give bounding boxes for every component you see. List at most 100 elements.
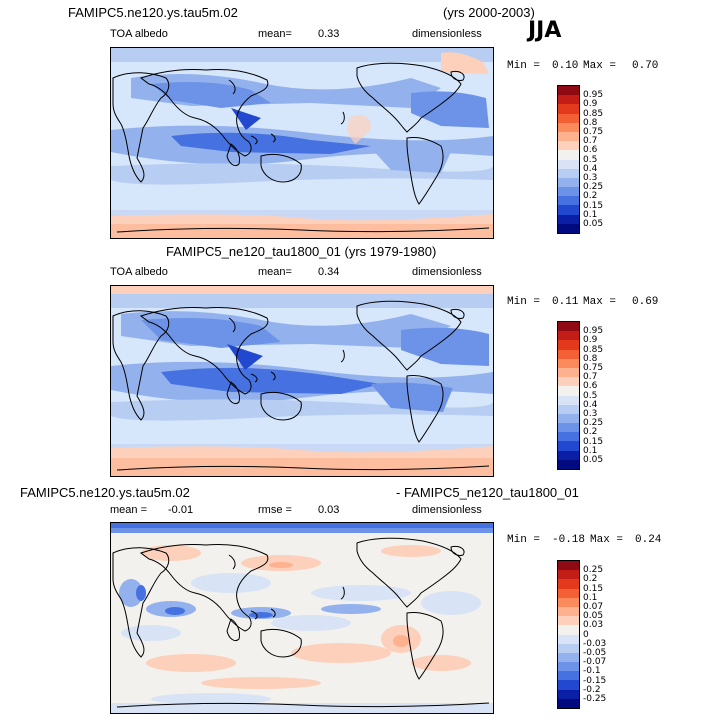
colorbar-tick-label: 0.75 [583, 127, 604, 137]
colorbar-segment [558, 662, 579, 672]
panel-3-min-value: -0.18 [552, 534, 586, 546]
panel-3-title: FAMIPC5.ne120.ys.tau5m.02 [20, 485, 190, 500]
colorbar-tick-label: 0.2 [583, 191, 598, 202]
colorbar-segment [558, 680, 579, 690]
colorbar-tick-label: 0.75 [583, 363, 604, 373]
colorbar-segment [558, 159, 579, 169]
colorbar-segment [558, 349, 579, 359]
colorbar-tick-label: 0.15 [583, 200, 604, 211]
colorbar-segment [558, 652, 579, 663]
colorbar-segment [558, 223, 579, 233]
panel-2-title: FAMIPC5_ne120_tau1800_01 (yrs 1979-1980) [166, 244, 437, 259]
colorbar-segment [558, 104, 579, 114]
colorbar-tick-label: 0.4 [583, 399, 598, 410]
panel-2-mean-value: 0.34 [318, 266, 340, 278]
colorbar-tick-label: 0.03 [583, 620, 604, 631]
colorbar-tick-label: 0.25 [583, 182, 604, 193]
panel-3-colorbar [557, 560, 580, 709]
colorbar-tick-label: 0.4 [583, 163, 598, 174]
colorbar-tick-label: 0.7 [583, 372, 598, 383]
colorbar-segment [558, 404, 579, 414]
panel-1-units: dimensionless [412, 28, 482, 40]
colorbar-tick-label: 0.2 [583, 427, 598, 438]
colorbar-tick-label: 0.1 [583, 592, 598, 603]
panel-1-years: (yrs 2000-2003) [443, 5, 535, 20]
panel-1-colorbar [557, 85, 580, 234]
colorbar-segment [558, 95, 579, 105]
colorbar-segment [558, 86, 579, 96]
colorbar-tick-label: 0.15 [583, 436, 604, 447]
colorbar-segment [558, 579, 579, 589]
colorbar-tick-label: 0.85 [583, 344, 604, 355]
colorbar-segment [558, 432, 579, 442]
panel-3-max-value: 0.24 [635, 534, 662, 546]
panel-1-mean-value: 0.33 [318, 28, 340, 40]
panel-1-map-svg [111, 48, 493, 238]
colorbar-tick-label: 0.9 [583, 335, 598, 346]
colorbar-tick-label: 0.1 [583, 209, 598, 220]
colorbar-segment [558, 358, 579, 368]
colorbar-tick-label: 0.1 [583, 445, 598, 456]
colorbar-segment [558, 205, 579, 215]
colorbar-segment [558, 395, 579, 405]
colorbar-segment [558, 625, 579, 635]
colorbar-segment [558, 698, 579, 708]
colorbar-tick-label: -0.25 [583, 694, 607, 704]
panel-1-title: FAMIPC5.ne120.ys.tau5m.02 [68, 5, 238, 20]
colorbar-tick-label: 0.05 [583, 455, 604, 465]
colorbar-tick-label: 0.8 [583, 353, 598, 364]
colorbar-tick-label: 0.95 [583, 326, 604, 337]
colorbar-segment [558, 187, 579, 197]
colorbar-tick-label: -0.07 [583, 657, 607, 668]
colorbar-tick-label: 0.05 [583, 219, 604, 229]
colorbar-segment [558, 150, 579, 160]
panel-1-variable: TOA albedo [110, 28, 168, 40]
panel-2-units: dimensionless [412, 266, 482, 278]
panel-3-mean-label: mean = [110, 504, 147, 516]
colorbar-segment [558, 450, 579, 460]
colorbar-tick-label: 0.6 [583, 145, 598, 156]
colorbar-segment [558, 141, 579, 151]
panel-2-colorbar [557, 321, 580, 470]
colorbar-tick-label: 0 [583, 629, 589, 640]
panel-3-max-label: Max = [590, 534, 624, 546]
panel-2-map-svg [111, 286, 493, 476]
panel-1-map [110, 47, 494, 239]
colorbar-tick-label: 0.85 [583, 108, 604, 119]
colorbar-segment [558, 168, 579, 178]
panel-1-mean-label: mean= [258, 28, 292, 40]
colorbar-tick-label: 0.05 [583, 611, 604, 622]
colorbar-segment [558, 122, 579, 132]
colorbar-tick-label: 0.5 [583, 154, 598, 165]
colorbar-tick-label: 0.8 [583, 117, 598, 128]
colorbar-tick-label: 0.95 [583, 90, 604, 101]
colorbar-segment [558, 570, 579, 580]
panel-3-units: dimensionless [412, 504, 482, 516]
colorbar-segment [558, 616, 579, 626]
season-label: JJA [528, 18, 562, 43]
colorbar-tick-label: 0.9 [583, 99, 598, 110]
panel-2-mean-label: mean= [258, 266, 292, 278]
colorbar-tick-label: 0.7 [583, 136, 598, 147]
panel-1-min-label: Min = [507, 60, 541, 72]
panel-3-rmse-value: 0.03 [318, 504, 340, 516]
colorbar-tick-label: 0.25 [583, 565, 604, 576]
colorbar-segment [558, 386, 579, 396]
colorbar-segment [558, 340, 579, 350]
colorbar-tick-label: 0.3 [583, 173, 598, 183]
colorbar-tick-label: -0.1 [583, 666, 601, 677]
colorbar-segment [558, 606, 579, 617]
colorbar-segment [558, 177, 579, 188]
panel-3-subtrahend: - FAMIPC5_ne120_tau1800_01 [396, 485, 579, 500]
colorbar-segment [558, 131, 579, 142]
colorbar-segment [558, 322, 579, 332]
colorbar-tick-label: 0.07 [583, 602, 604, 612]
panel-2-max-label: Max = [583, 296, 617, 308]
colorbar-tick-label: -0.15 [583, 675, 607, 686]
colorbar-tick-label: 0.6 [583, 381, 598, 392]
colorbar-tick-label: -0.2 [583, 684, 601, 695]
panel-2-map [110, 285, 494, 477]
colorbar-tick-label: -0.03 [583, 638, 607, 649]
colorbar-segment [558, 459, 579, 469]
colorbar-segment [558, 561, 579, 571]
